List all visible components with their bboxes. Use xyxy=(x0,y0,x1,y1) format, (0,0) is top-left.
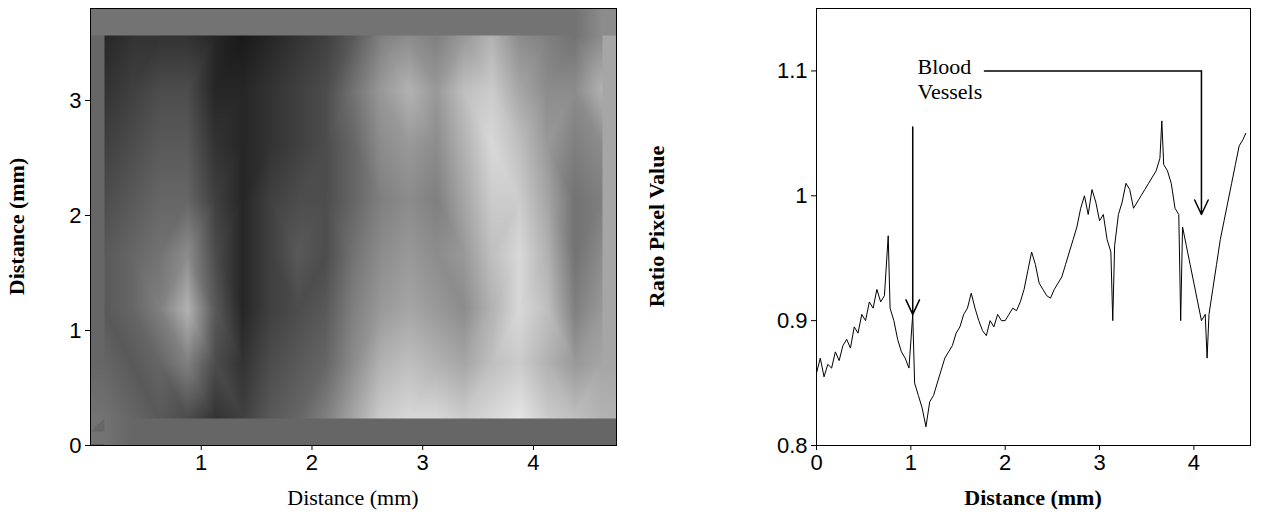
svg-text:3: 3 xyxy=(69,88,81,113)
svg-text:Distance (mm): Distance (mm) xyxy=(4,158,29,295)
svg-text:3: 3 xyxy=(1093,450,1105,475)
svg-text:2: 2 xyxy=(306,450,318,475)
svg-text:Distance (mm): Distance (mm) xyxy=(964,485,1101,510)
svg-text:0.8: 0.8 xyxy=(777,433,808,458)
svg-text:0: 0 xyxy=(69,433,81,458)
svg-text:1: 1 xyxy=(905,450,917,475)
svg-text:Distance (mm): Distance (mm) xyxy=(287,485,418,510)
svg-text:3: 3 xyxy=(417,450,429,475)
svg-text:0.9: 0.9 xyxy=(777,308,808,333)
svg-text:4: 4 xyxy=(1188,450,1200,475)
svg-text:Ratio Pixel Value: Ratio Pixel Value xyxy=(644,146,669,308)
svg-text:2: 2 xyxy=(69,203,81,228)
svg-text:BloodVessels: BloodVessels xyxy=(917,54,982,104)
svg-text:4: 4 xyxy=(527,450,539,475)
svg-text:2: 2 xyxy=(999,450,1011,475)
svg-text:1.1: 1.1 xyxy=(777,58,808,83)
svg-text:0: 0 xyxy=(810,450,822,475)
svg-text:1: 1 xyxy=(69,318,81,343)
svg-text:1: 1 xyxy=(195,450,207,475)
svg-text:1: 1 xyxy=(795,183,807,208)
